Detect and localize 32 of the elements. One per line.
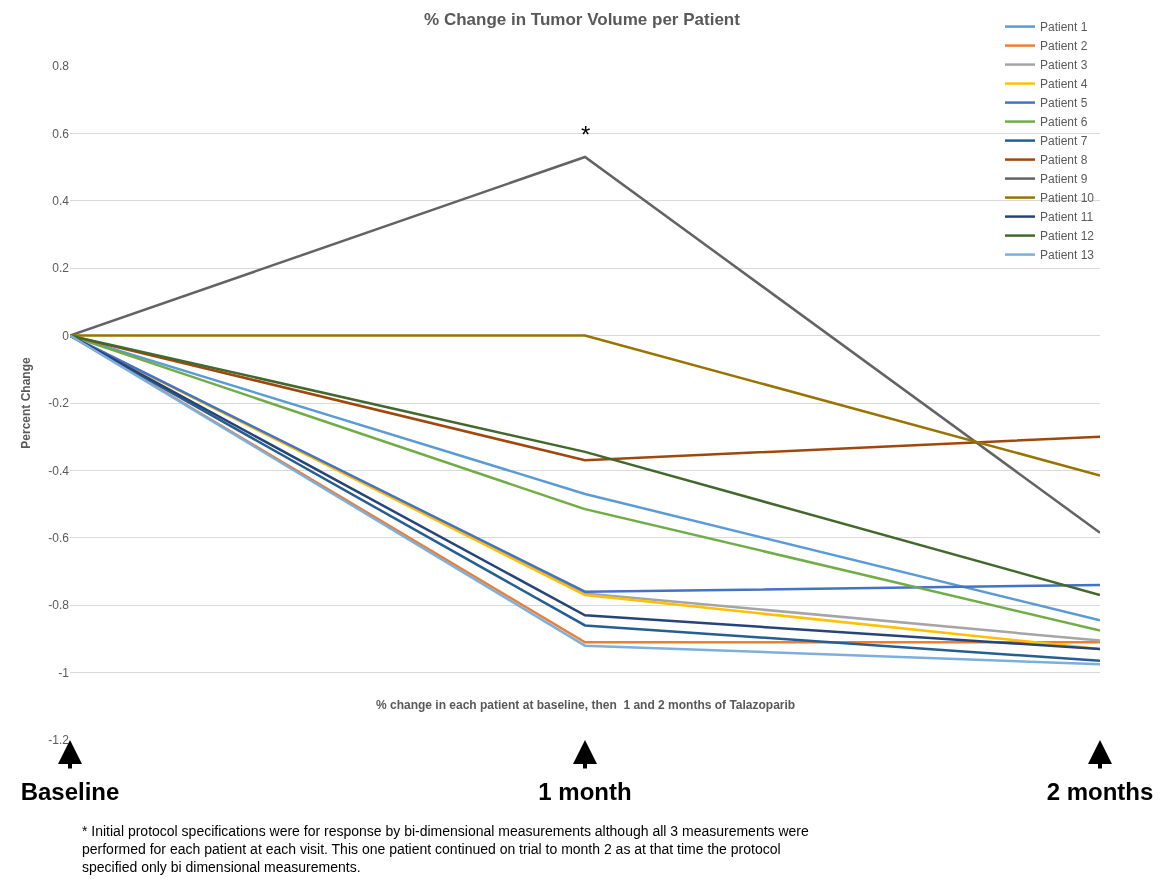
y-tick-label: 0.2 [52, 261, 70, 276]
y-axis-title: Percent Change [18, 356, 33, 449]
x-axis-title: % change in each patient at baseline, then 1 and 2 months of Talazoparib [376, 698, 796, 712]
annotation: * [581, 121, 591, 148]
legend-label: Patient 6 [1040, 115, 1088, 130]
y-tick-label: -1 [58, 665, 70, 680]
y-tick-label: -1.2 [48, 733, 70, 748]
legend-label: Patient 3 [1040, 58, 1088, 73]
y-tick-label: 0.6 [52, 126, 70, 141]
legend-label: Patient 12 [1040, 229, 1095, 244]
y-tick-label: -0.8 [48, 598, 70, 613]
legend-label: Patient 7 [1040, 134, 1088, 149]
legend-label: Patient 2 [1040, 39, 1088, 54]
legend-label: Patient 4 [1040, 77, 1088, 92]
y-tick-label: -0.6 [48, 531, 70, 545]
legend-label: Patient 8 [1040, 153, 1088, 168]
y-tick-label: 0.8 [52, 59, 70, 74]
legend-label: Patient 5 [1040, 96, 1088, 111]
legend-label: Patient 11 [1040, 210, 1094, 225]
x-tick-label: Baseline [20, 778, 120, 805]
legend-label: Patient 1 [1040, 20, 1088, 35]
y-tick-label: -0.2 [48, 396, 70, 411]
legend-label: Patient 10 [1040, 191, 1095, 206]
text: * Initial protocol specifications were for response by bi-dimensional measurements although all 3 measurements were performed for each patient at each visit. This one patient continued on trial to month 2 as at that time the protocol specified only bi dimensional measurements. [82, 823, 810, 876]
legend-label: Patient 13 [1040, 248, 1095, 263]
chart-title: % Change in Tumor Volume per Patient [424, 10, 741, 30]
legend-label: Patient 9 [1040, 172, 1088, 187]
y-tick-label: 0.4 [52, 194, 70, 208]
y-tick-label: -0.4 [48, 463, 70, 478]
x-tick-label: 1 month [538, 778, 632, 805]
x-tick-label: 2 months [1046, 778, 1154, 805]
y-tick-label: 0 [62, 328, 70, 343]
